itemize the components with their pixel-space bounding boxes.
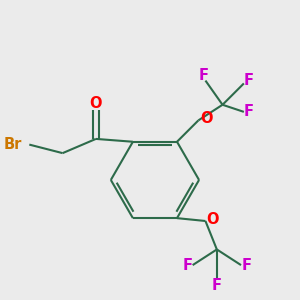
Text: O: O <box>90 96 102 111</box>
Text: F: F <box>241 258 251 273</box>
Text: F: F <box>244 73 254 88</box>
Text: O: O <box>200 111 212 126</box>
Text: F: F <box>212 278 222 292</box>
Text: F: F <box>244 104 254 119</box>
Text: O: O <box>207 212 219 227</box>
Text: Br: Br <box>4 137 22 152</box>
Text: F: F <box>182 258 193 273</box>
Text: F: F <box>199 68 209 83</box>
